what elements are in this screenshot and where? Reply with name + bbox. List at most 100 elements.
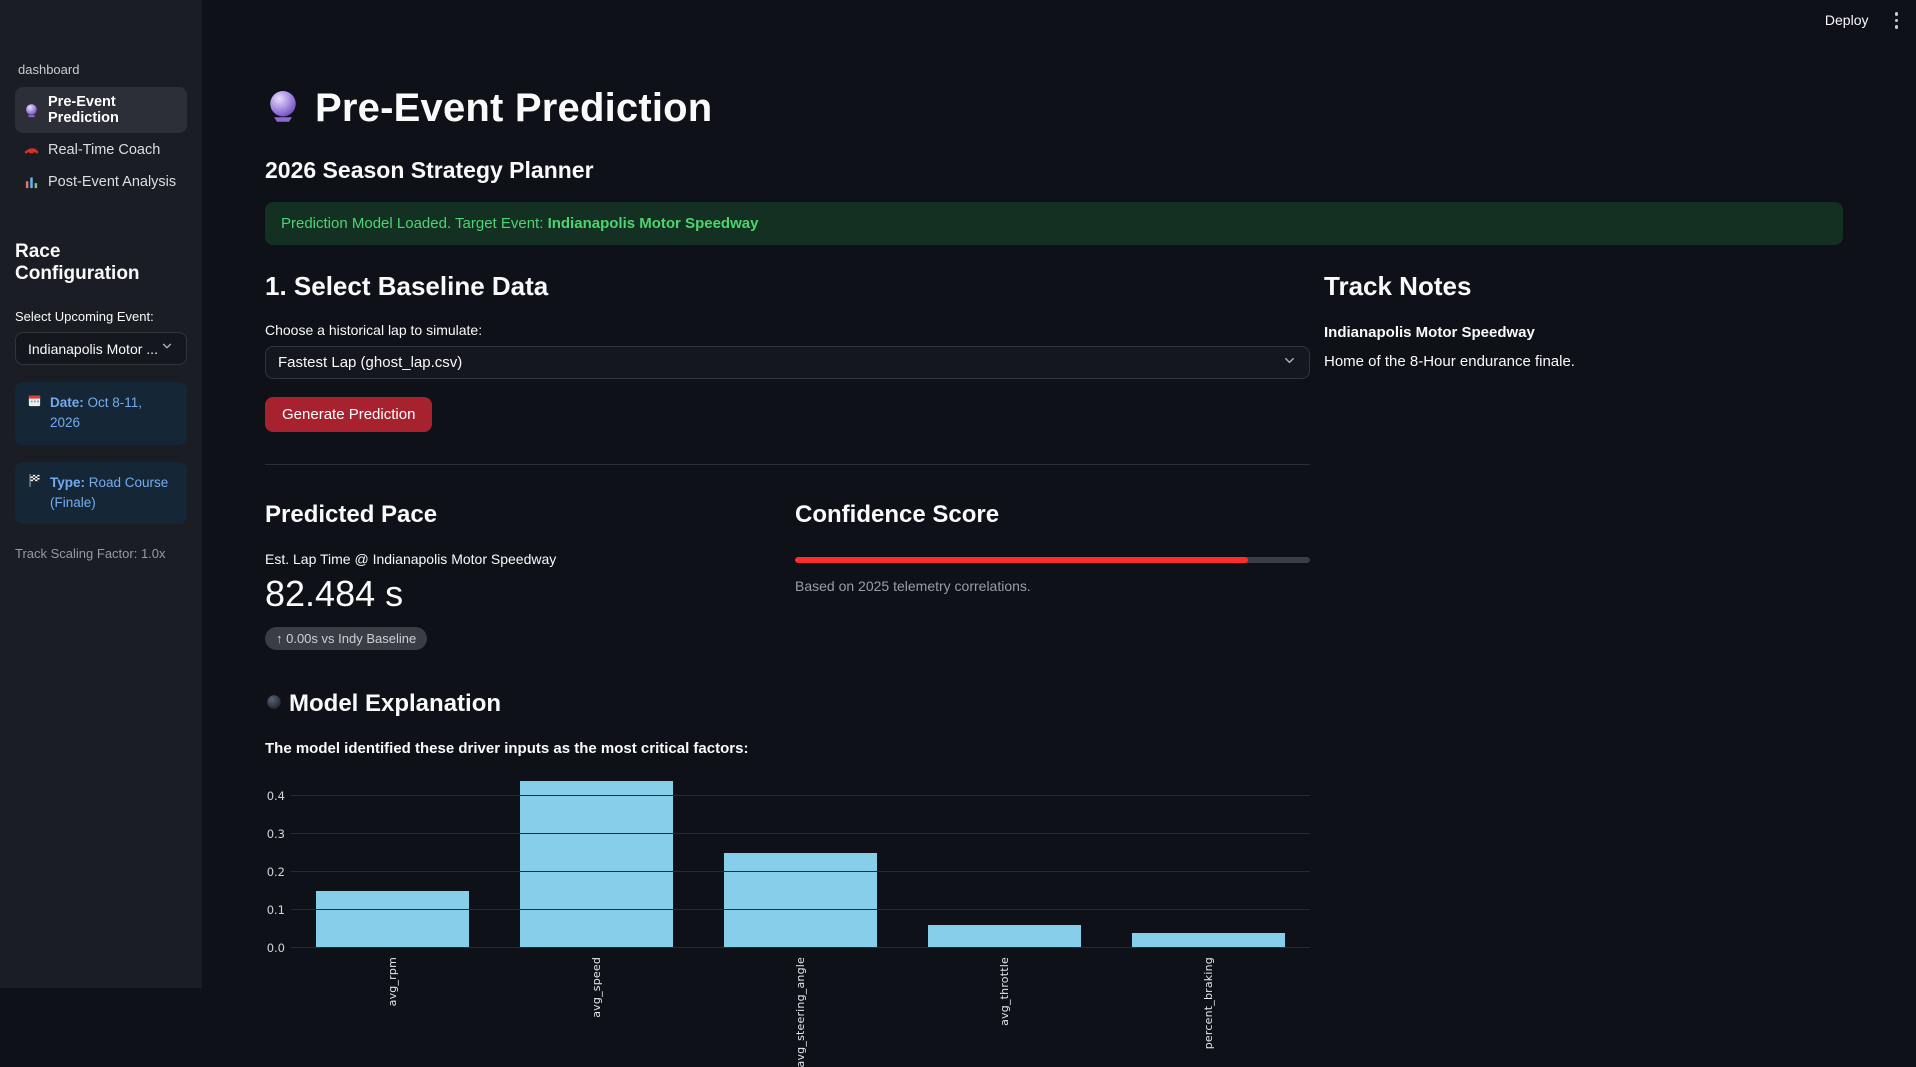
- checkered-flag-icon: [27, 473, 42, 494]
- baseline-column: 1. Select Baseline Data Choose a histori…: [265, 271, 1310, 1067]
- date-info-box: Date: Oct 8-11, 2026: [15, 382, 187, 445]
- crystal-ball-icon: [24, 103, 39, 118]
- alert-highlight: Indianapolis Motor Speedway: [547, 215, 759, 232]
- chart-bars: [291, 777, 1310, 948]
- track-name: Indianapolis Motor Speedway: [1324, 324, 1535, 341]
- type-info-box: Type: Road Course (Finale): [15, 461, 187, 524]
- lap-select[interactable]: Fastest Lap (ghost_lap.csv): [265, 346, 1310, 379]
- confidence-caption: Based on 2025 telemetry correlations.: [795, 578, 1031, 594]
- chart-bar-slot: [1106, 777, 1310, 948]
- chart-gridline: [291, 947, 1310, 948]
- chart-bar: [927, 925, 1081, 948]
- chart-bar-slot: [495, 777, 699, 948]
- main-content: Pre-Event Prediction 2026 Season Strateg…: [202, 0, 1916, 1067]
- nav-item-post-event-analysis[interactable]: Post-Event Analysis: [15, 167, 187, 197]
- chart-bar-slot: [699, 777, 903, 948]
- divider: [265, 464, 1310, 465]
- chart-y-tick: 0.2: [266, 865, 285, 879]
- app-header-actions: Deploy: [1819, 10, 1900, 31]
- nav-item-real-time-coach[interactable]: Real-Time Coach: [15, 135, 187, 165]
- chart-gridline: [291, 909, 1310, 910]
- chart-x-labels: avg_rpm avg_speed avg_steering_angle avg_th…: [291, 957, 1310, 1067]
- page-title-row: Pre-Event Prediction: [265, 86, 1843, 131]
- info-value: Road Course (Finale): [50, 474, 169, 510]
- title-crystal-ball-icon: [265, 88, 301, 129]
- lap-select-value: Fastest Lap (ghost_lap.csv): [278, 354, 463, 371]
- model-explanation-heading-row: Model Explanation: [265, 690, 1310, 718]
- deploy-button[interactable]: Deploy: [1819, 11, 1875, 29]
- progress-fill: [795, 557, 1249, 563]
- track-notes-heading: Track Notes: [1324, 271, 1472, 301]
- chart-x-label: avg_rpm: [386, 957, 400, 1007]
- calendar-icon: [27, 393, 42, 414]
- nav-item-label: Post-Event Analysis: [48, 174, 177, 190]
- app-name: dashboard: [18, 62, 80, 77]
- nav-item-label: Pre-Event Prediction: [48, 94, 119, 126]
- race-car-icon: [24, 143, 39, 158]
- explanation-description: The model identified these driver inputs…: [265, 740, 749, 757]
- info-text: Type: Road Course (Finale): [50, 473, 175, 514]
- info-label: Date:: [50, 395, 84, 410]
- chart-y-tick: 0.0: [266, 941, 285, 955]
- generate-prediction-button[interactable]: Generate Prediction: [265, 397, 433, 432]
- chart-gridline: [291, 871, 1310, 872]
- feature-importance-chart: 0.0 0.1 0.2 0.3 0.4 avg_rpm avg_speed avg_stee…: [265, 777, 1310, 1067]
- lap-select-label: Choose a historical lap to simulate:: [265, 322, 483, 338]
- success-alert: Prediction Model Loaded. Target Event: I…: [265, 202, 1843, 245]
- event-select-value: Indianapolis Motor ...: [28, 340, 158, 357]
- event-select-label: Select Upcoming Event:: [15, 309, 154, 324]
- chart-y-tick: 0.1: [266, 903, 285, 917]
- chart-x-label-slot: avg_steering_angle: [699, 957, 903, 1067]
- chart-x-label: avg_throttle: [997, 957, 1011, 1026]
- sidebar: dashboard Pre-Event Prediction Real-Time…: [0, 0, 202, 988]
- kebab-menu-icon[interactable]: [1893, 10, 1901, 31]
- alert-text: Prediction Model Loaded. Target Event:: [281, 215, 548, 232]
- chart-bar-slot: [291, 777, 495, 948]
- chevron-down-icon: [160, 339, 174, 358]
- confidence-panel: Confidence Score Based on 2025 telemetry…: [795, 501, 1310, 650]
- chart-gridline: [291, 833, 1310, 834]
- info-value: Oct 8-11, 2026: [50, 395, 143, 431]
- chart-x-label-slot: avg_rpm: [291, 957, 495, 1067]
- chart-axis-spacer: [265, 957, 291, 1067]
- model-explanation-icon: [265, 693, 283, 716]
- page-title: Pre-Event Prediction: [315, 86, 713, 130]
- bar-chart-icon: [24, 175, 39, 190]
- baseline-heading: 1. Select Baseline Data: [265, 271, 549, 301]
- nav-item-label: Real-Time Coach: [48, 142, 161, 158]
- chart-y-tick: 0.4: [266, 789, 285, 803]
- predicted-pace-panel: Predicted Pace Est. Lap Time @ Indianapo…: [265, 501, 781, 650]
- chart-plot: [291, 777, 1310, 948]
- chart-bar: [520, 780, 674, 948]
- chart-x-label-slot: avg_throttle: [902, 957, 1106, 1067]
- track-notes-column: Track Notes Indianapolis Motor Speedway …: [1324, 271, 1843, 1067]
- predicted-pace-heading: Predicted Pace: [265, 501, 438, 528]
- sidebar-nav: Pre-Event Prediction Real-Time Coach Pos…: [15, 87, 187, 197]
- info-text: Date: Oct 8-11, 2026: [50, 393, 175, 434]
- metric-delta-badge: ↑ 0.00s vs Indy Baseline: [265, 627, 428, 650]
- track-scaling-caption: Track Scaling Factor: 1.0x: [15, 546, 166, 561]
- chart-bar-slot: [902, 777, 1106, 948]
- confidence-progress-bar: [795, 557, 1310, 563]
- chart-gridline: [291, 795, 1310, 796]
- track-description: Home of the 8-Hour endurance finale.: [1324, 353, 1575, 370]
- nav-item-pre-event-prediction[interactable]: Pre-Event Prediction: [15, 87, 187, 133]
- chart-x-label: avg_speed: [590, 957, 604, 1018]
- race-configuration-title: Race Configuration: [15, 241, 140, 284]
- chart-bar: [724, 853, 877, 948]
- model-explanation-heading: Model Explanation: [289, 690, 502, 717]
- metric-value: 82.484 s: [265, 573, 404, 614]
- chart-x-label: avg_steering_angle: [793, 957, 807, 1067]
- page-subtitle: 2026 Season Strategy Planner: [265, 157, 594, 183]
- info-label: Type:: [50, 474, 86, 490]
- chart-y-tick: 0.3: [266, 827, 285, 841]
- chart-x-label-slot: percent_braking: [1106, 957, 1310, 1067]
- confidence-heading: Confidence Score: [795, 501, 1000, 528]
- chart-bar: [1131, 932, 1285, 948]
- metric-label: Est. Lap Time @ Indianapolis Motor Speed…: [265, 551, 557, 567]
- chart-bar: [316, 891, 470, 948]
- chart-x-label: percent_braking: [1201, 957, 1215, 1050]
- chart-y-axis: 0.0 0.1 0.2 0.3 0.4: [265, 777, 291, 955]
- chevron-down-icon: [1282, 353, 1297, 373]
- event-select[interactable]: Indianapolis Motor ...: [15, 332, 187, 365]
